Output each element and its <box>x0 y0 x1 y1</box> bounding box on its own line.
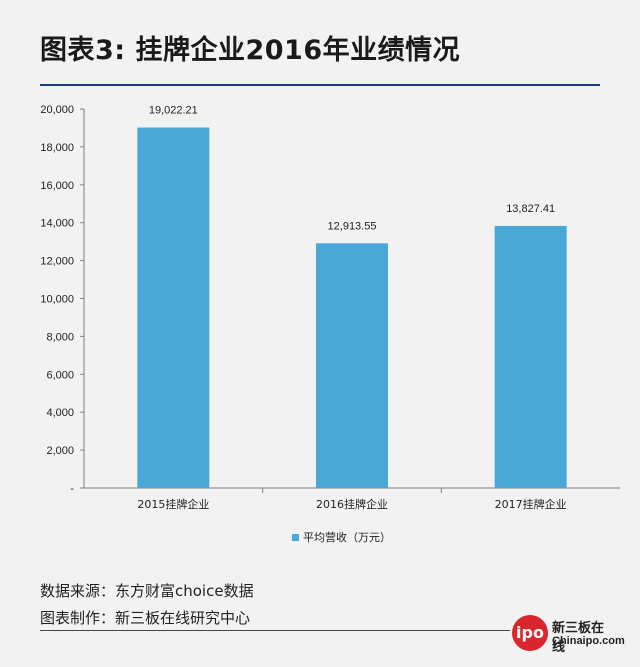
brand-logo: ipo 新三板在线 Chinaipo.com <box>512 613 625 657</box>
legend-label: 平均营收（万元） <box>303 530 391 544</box>
x-tick-label: 2016挂牌企业 <box>316 497 388 511</box>
title-divider <box>40 84 600 86</box>
bar <box>316 243 388 488</box>
y-tick-label: - <box>70 483 74 495</box>
maker-note: 图表制作：新三板在线研究中心 <box>40 609 251 627</box>
y-tick-label: 4,000 <box>46 407 74 419</box>
logo-text-cn: 新三板在线 <box>552 621 605 655</box>
bar <box>494 225 567 488</box>
y-tick-label: 6,000 <box>46 369 74 381</box>
y-tick-label: 20,000 <box>40 104 74 116</box>
logo-text-en: Chinaipo.com <box>552 635 625 647</box>
footer-divider <box>40 630 510 631</box>
data-label: 13,827.41 <box>506 203 555 215</box>
y-tick-label: 16,000 <box>40 180 74 192</box>
page-title: 图表3: 挂牌企业2016年业绩情况 <box>40 35 461 66</box>
x-tick-label: 2015挂牌企业 <box>137 497 209 511</box>
y-tick-label: 14,000 <box>40 218 74 230</box>
data-label: 12,913.55 <box>328 220 377 232</box>
y-tick-label: 2,000 <box>46 445 74 457</box>
bar <box>137 127 210 489</box>
source-note: 数据来源：东方财富choice数据 <box>40 582 254 600</box>
logo-mark-icon: ipo <box>512 615 548 651</box>
y-tick-label: 10,000 <box>40 294 74 306</box>
y-tick-label: 18,000 <box>40 142 74 154</box>
x-tick-label: 2017挂牌企业 <box>495 497 567 511</box>
legend-swatch <box>292 534 299 541</box>
y-tick-label: 12,000 <box>40 256 74 268</box>
y-tick-label: 8,000 <box>46 331 74 343</box>
bar-chart: - 2,000 4,000 6,000 8,000 10,000 12,000 14,000 1… <box>40 104 620 544</box>
data-label: 19,022.21 <box>149 105 198 117</box>
